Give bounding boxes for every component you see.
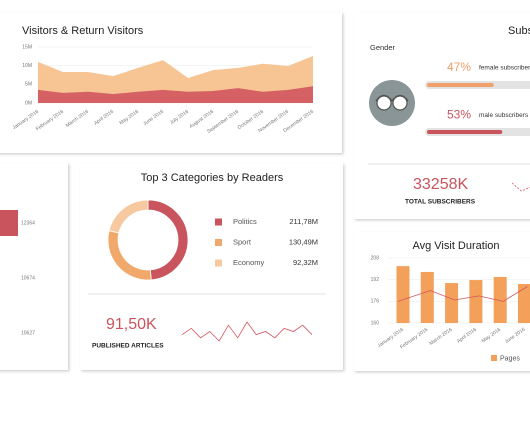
kpi-label: PUBLISHED ARTICLES <box>92 343 164 350</box>
legend-label: Politics <box>233 217 257 226</box>
category-label: male subscribers <box>479 112 529 119</box>
chart-title: Visitors & Return Visitors <box>22 25 144 37</box>
kpi-value: 33258K <box>413 176 468 193</box>
value-label: 53% <box>447 108 471 122</box>
panel <box>0 163 68 370</box>
y-tick-label: 160 <box>371 320 380 326</box>
progress-bar <box>427 130 503 134</box>
area <box>38 86 313 103</box>
y-tick-label: 176 <box>371 299 380 305</box>
legend-swatch <box>215 239 222 246</box>
y-tick-label: 192 <box>371 277 380 283</box>
chart-title: Top 3 Categories by Readers <box>141 172 284 184</box>
bar <box>0 210 18 236</box>
value-label: 92,32M <box>293 258 318 267</box>
bar <box>420 271 434 323</box>
bar <box>396 266 410 323</box>
gender-icon <box>369 80 415 126</box>
chart-title: Subscribers <box>508 25 530 37</box>
bar <box>518 284 530 323</box>
value-label: 130,49M <box>289 237 318 246</box>
legend-swatch <box>215 218 222 226</box>
sparkline <box>181 321 313 342</box>
line <box>397 286 528 302</box>
legend-label: Economy <box>233 258 265 267</box>
bar-label: 10627 <box>21 330 35 336</box>
progress-bar <box>427 83 494 87</box>
donut-segment <box>108 199 149 234</box>
category-label: female subscribers <box>479 65 530 72</box>
bar <box>445 283 459 323</box>
legend-swatch <box>215 259 222 267</box>
bar-label: 10674 <box>21 275 35 281</box>
y-tick-label: 208 <box>371 255 380 261</box>
value-label: 47% <box>447 60 471 74</box>
legend-swatch <box>491 355 497 361</box>
y-tick-label: 5M <box>25 82 32 88</box>
value-label: 211,78M <box>289 217 318 226</box>
kpi-label: TOTAL SUBSCRIBERS <box>405 199 476 206</box>
legend-label: Sport <box>233 237 252 246</box>
y-tick-label: 10M <box>22 63 32 69</box>
chart-title: Avg Visit Duration <box>412 240 499 252</box>
chart-subtitle: Gender <box>370 43 396 52</box>
bar <box>469 280 483 323</box>
y-tick-label: 0M <box>25 100 32 106</box>
kpi-value: 91,50K <box>106 316 157 333</box>
bar-label: 12364 <box>21 220 35 226</box>
legend-label: Pages <box>500 355 520 362</box>
y-tick-label: 15M <box>22 44 32 50</box>
bar <box>493 276 507 323</box>
